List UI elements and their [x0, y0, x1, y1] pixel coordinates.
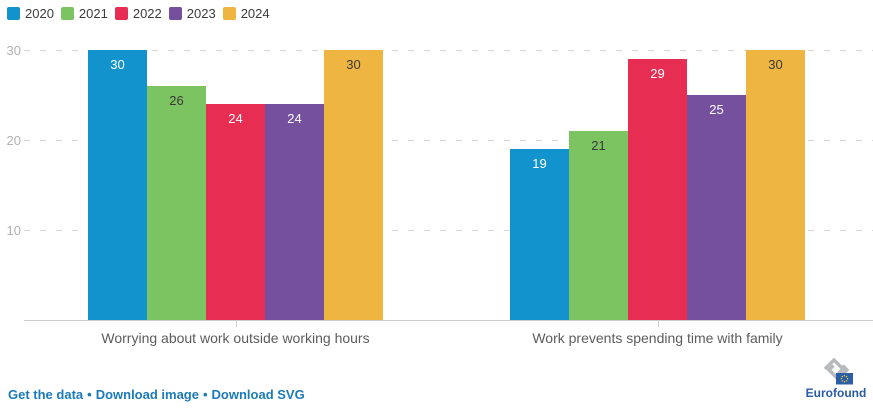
bar-value-label: 30: [110, 57, 125, 72]
legend-swatch-icon: [60, 7, 74, 20]
bar-value-label: 19: [532, 156, 547, 171]
x-axis-tick: [235, 321, 237, 327]
bar-value-label: 24: [287, 111, 302, 126]
bar-2022-group1[interactable]: 24: [206, 104, 265, 320]
bar-value-label: 30: [768, 57, 783, 72]
legend-item-label: 2021: [78, 6, 108, 21]
x-axis-line: [24, 320, 873, 321]
y-axis-tick-label: 20: [6, 133, 21, 148]
legend-item-label: 2023: [186, 6, 216, 21]
y-axis-tick-label: 10: [6, 223, 21, 238]
bar-2021-group1[interactable]: 26: [147, 86, 206, 320]
x-axis-category-label: Worrying about work outside working hour…: [101, 330, 370, 346]
legend-item-2022[interactable]: 2022: [114, 6, 162, 21]
legend-swatch-icon: [114, 7, 128, 20]
bar-2024-group2[interactable]: 30: [746, 50, 805, 320]
bar-value-label: 21: [591, 138, 606, 153]
legend-item-label: 2022: [132, 6, 162, 21]
legend-item-2020[interactable]: 2020: [7, 7, 54, 20]
eurofound-logo: Eurofound: [804, 356, 868, 399]
bar-value-label: 25: [709, 102, 724, 117]
bar-2022-group2[interactable]: 29: [628, 59, 687, 320]
bar-2020-group1[interactable]: 30: [88, 50, 147, 320]
y-axis-tick-label: 30: [6, 43, 21, 58]
gridline: [24, 50, 873, 51]
bar-2021-group2[interactable]: 21: [569, 131, 628, 320]
eurofound-logo-text: Eurofound: [805, 386, 867, 400]
legend-swatch-icon: [168, 7, 182, 20]
x-axis-category-label: Work prevents spending time with family: [532, 330, 783, 346]
legend-item-2023[interactable]: 2023: [168, 6, 216, 21]
legend-swatch-icon: [222, 7, 236, 20]
legend-item-label: 2020: [25, 6, 54, 21]
footer-separator: •: [202, 387, 208, 402]
eurofound-logo-icon: [804, 356, 868, 386]
x-axis-tick: [657, 321, 659, 327]
footer-separator: •: [87, 387, 92, 402]
bar-2023-group2[interactable]: 25: [687, 95, 746, 320]
bar-2023-group1[interactable]: 24: [265, 104, 324, 320]
legend-item-2021[interactable]: 2021: [60, 6, 108, 21]
chart-legend: 2020 2021 2022 2023 2024: [7, 7, 277, 20]
bar-value-label: 29: [650, 66, 665, 81]
download-image-link[interactable]: Download image: [95, 387, 199, 402]
legend-item-2024[interactable]: 2024: [222, 6, 270, 21]
footer-links: Get the data • Download image • Download SVG: [8, 387, 305, 402]
bar-2024-group1[interactable]: 30: [324, 50, 383, 320]
bar-value-label: 24: [228, 111, 243, 126]
legend-item-label: 2024: [240, 6, 270, 21]
legend-swatch-icon: [7, 7, 20, 20]
gridline: [24, 230, 873, 231]
download-svg-link[interactable]: Download SVG: [211, 387, 305, 402]
bar-2020-group2[interactable]: 19: [510, 149, 569, 320]
get-the-data-link[interactable]: Get the data: [8, 387, 84, 402]
gridline: [24, 140, 873, 141]
bar-value-label: 30: [346, 57, 361, 72]
bar-value-label: 26: [169, 93, 184, 108]
